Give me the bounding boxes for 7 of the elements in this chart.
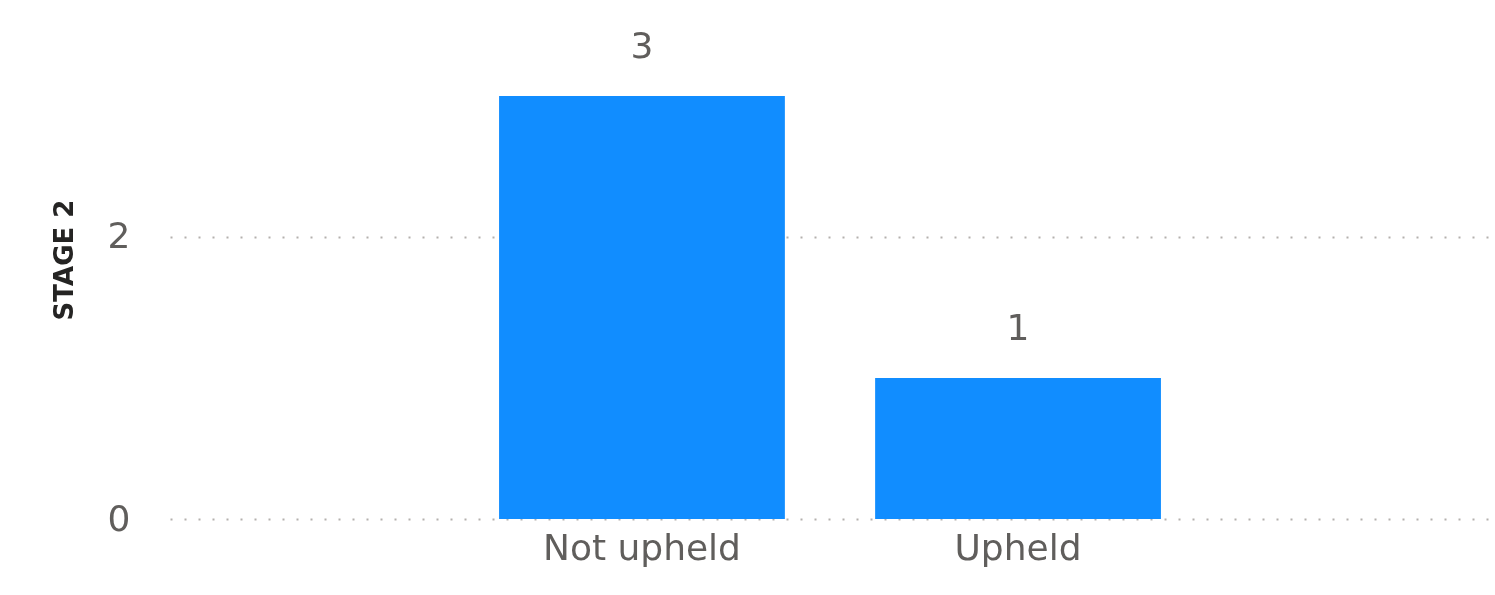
x-tick-label: Upheld xyxy=(954,526,1082,568)
data-label: 3 xyxy=(630,24,654,66)
y-tick-label: 2 xyxy=(107,215,131,257)
data-label: 1 xyxy=(1006,306,1030,348)
x-tick-label: Not upheld xyxy=(542,526,741,568)
y-tick-label: 0 xyxy=(107,497,131,539)
y-axis-title: STAGE 2 xyxy=(48,199,79,321)
